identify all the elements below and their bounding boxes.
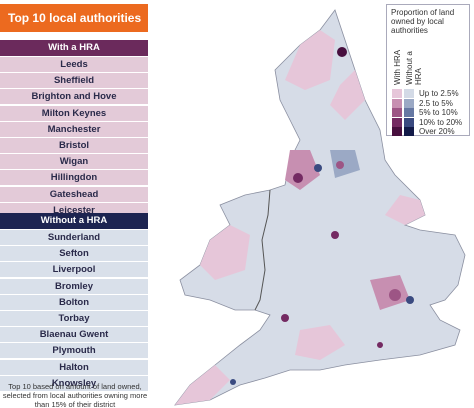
list-item: Torbay: [0, 311, 148, 326]
legend-column-heading: Without a HRA: [405, 51, 423, 85]
panel-title: Top 10 local authorities: [0, 4, 148, 32]
list-item: Liverpool: [0, 262, 148, 278]
region: [295, 325, 345, 360]
legend-swatch: [404, 98, 414, 108]
city: [389, 289, 401, 301]
legend-swatch: [392, 117, 402, 127]
region: [200, 225, 250, 280]
region: [385, 195, 425, 225]
legend-swatch: [404, 127, 414, 136]
list-item: Sunderland: [0, 230, 148, 245]
city: [336, 161, 344, 169]
legend-swatch: [392, 89, 402, 98]
legend-swatch: [404, 117, 414, 127]
region: [330, 150, 360, 178]
city: [406, 296, 414, 304]
legend-swatch: [392, 127, 402, 136]
city: [377, 342, 383, 348]
city: [337, 47, 347, 57]
city: [281, 314, 289, 322]
region: [175, 365, 230, 405]
list-item: Gateshead: [0, 186, 148, 202]
legend-swatch: [392, 108, 402, 117]
region: [330, 70, 365, 120]
legend-swatch: [404, 108, 414, 117]
england-wales: [174, 9, 466, 406]
footnote: Top 10 based on amount of land owned, se…: [2, 382, 148, 408]
list-item: Wigan: [0, 154, 148, 170]
legend-label: 10% to 20%: [419, 117, 463, 127]
list-item: Brighton and Hove: [0, 89, 148, 105]
list-item: Knowsley: [0, 375, 148, 391]
legend-title: Proportion of land owned by local author…: [391, 8, 455, 35]
group-heading: With a HRA: [0, 40, 148, 56]
list-item: Milton Keynes: [0, 105, 148, 121]
list-item: Manchester: [0, 121, 148, 137]
list-item: Sheffield: [0, 73, 148, 89]
list-item: Bromley: [0, 278, 148, 294]
city: [230, 379, 236, 385]
legend-swatch: [404, 89, 414, 98]
legend-column-heading: With HRA: [393, 49, 402, 85]
city: [331, 231, 339, 239]
list-item: Bolton: [0, 294, 148, 310]
group-heading: Without a HRA: [0, 213, 148, 229]
region: [285, 30, 335, 90]
list-item: Halton: [0, 359, 148, 375]
list-item: Leeds: [0, 57, 148, 72]
list-item: Plymouth: [0, 343, 148, 359]
list-item: Bristol: [0, 138, 148, 153]
list-item: Hillingdon: [0, 170, 148, 186]
legend-swatch: [392, 98, 402, 108]
legend: Proportion of land owned by local author…: [386, 4, 470, 136]
city: [293, 173, 303, 183]
list-item: Blaenau Gwent: [0, 327, 148, 343]
legend-label: Up to 2.5%: [419, 89, 459, 98]
legend-label: Over 20%: [419, 127, 455, 136]
legend-label: 2.5 to 5%: [419, 98, 453, 108]
list-item: Sefton: [0, 246, 148, 262]
city: [314, 164, 322, 172]
legend-label: 5% to 10%: [419, 108, 458, 117]
wales-border: [254, 189, 271, 311]
